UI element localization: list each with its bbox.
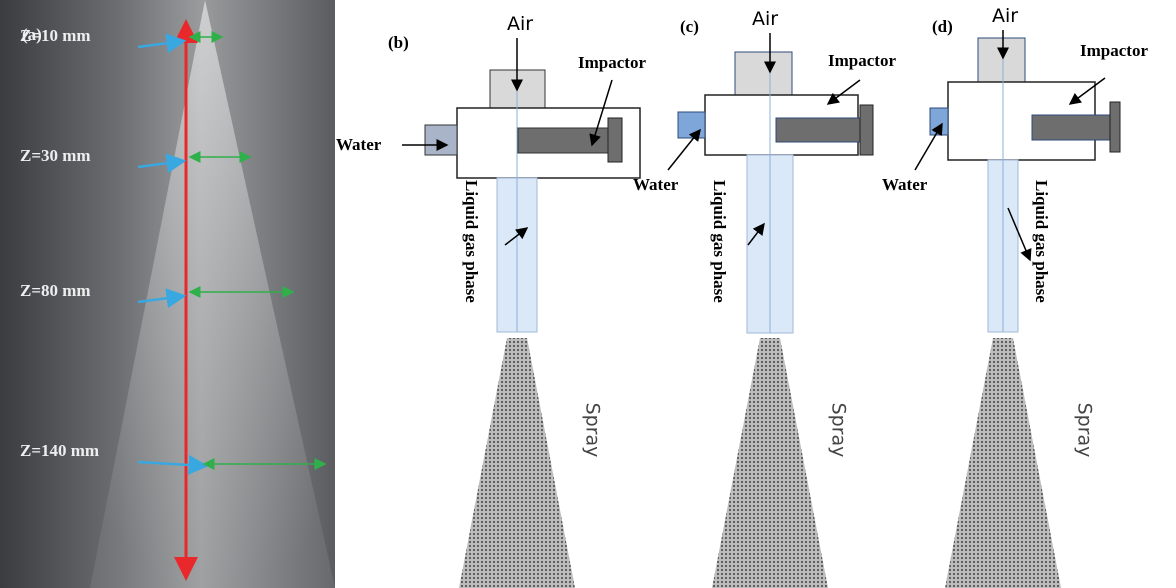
spray-cone xyxy=(712,338,828,588)
position-label: Z=10 mm xyxy=(20,26,91,45)
air-label: Air xyxy=(507,13,533,35)
impactor-label: Impactor xyxy=(1080,41,1148,60)
impactor-rod xyxy=(776,118,860,142)
water-inlet xyxy=(678,112,705,138)
impactor-plate xyxy=(1110,102,1120,152)
impactor-label: Impactor xyxy=(578,53,646,72)
position-label: Z=30 mm xyxy=(20,146,91,165)
impactor-plate xyxy=(608,118,622,162)
water-inlet xyxy=(930,108,948,135)
water-label: Water xyxy=(633,175,679,194)
water-arrow xyxy=(915,124,942,170)
water-label: Water xyxy=(336,135,382,154)
spray-label: Spray xyxy=(828,403,850,458)
water-label: Water xyxy=(882,175,928,194)
spray-label: Spray xyxy=(582,403,604,458)
water-inlet xyxy=(425,125,457,155)
liquid-label: Liquid gas phase xyxy=(462,180,481,303)
spray-label: Spray xyxy=(1074,403,1096,458)
panel-label: (b) xyxy=(388,33,409,52)
air-inlet xyxy=(978,38,1025,82)
spray-cone xyxy=(945,338,1061,588)
impactor-label: Impactor xyxy=(828,51,896,70)
position-label: Z=80 mm xyxy=(20,281,91,300)
figure: (a) Z=10 mmZ=30 mmZ=80 mmZ=140 mm(b)AirI… xyxy=(0,0,1176,588)
impactor-rod xyxy=(1032,115,1110,140)
panel-label: (c) xyxy=(680,17,699,36)
liquid-label: Liquid gas phase xyxy=(710,180,729,303)
spray-cone xyxy=(459,338,575,588)
impactor-rod xyxy=(518,128,608,153)
air-label: Air xyxy=(752,8,778,30)
position-label: Z=140 mm xyxy=(20,441,99,460)
air-label: Air xyxy=(992,5,1018,27)
air-inlet xyxy=(735,52,792,95)
impactor-plate xyxy=(860,105,873,155)
panel-label: (d) xyxy=(932,17,953,36)
liquid-label: Liquid gas phase xyxy=(1032,180,1051,303)
